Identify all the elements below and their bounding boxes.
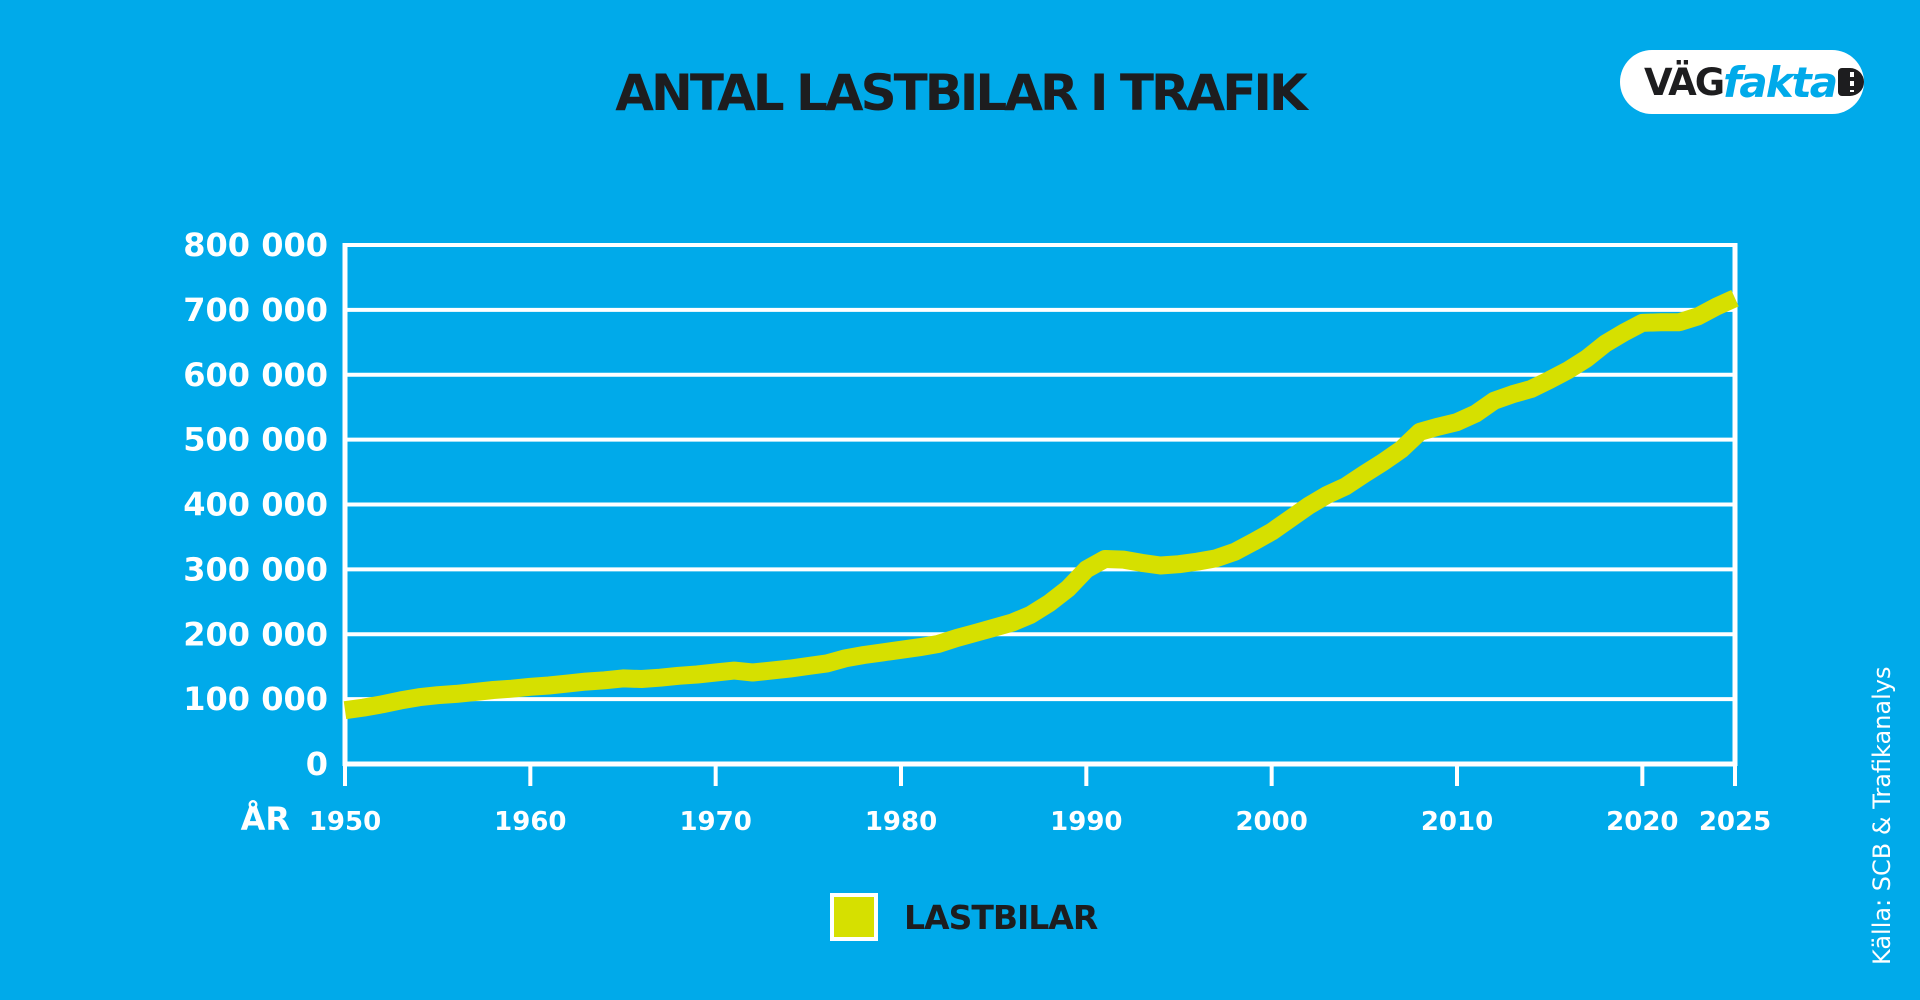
y-tick-label: 100 000: [183, 680, 328, 718]
y-tick-label: 800 000: [183, 226, 328, 264]
chart-title: ANTAL LASTBILAR I TRAFIK: [615, 64, 1307, 122]
y-tick-label: 0: [306, 745, 328, 783]
x-tick-label: 1970: [679, 807, 751, 837]
legend-label-lastbilar: LASTBILAR: [904, 897, 1098, 937]
x-tick-label: 2000: [1235, 807, 1307, 837]
x-tick-label: 1950: [309, 807, 381, 837]
logo-text-vag: VÄG: [1644, 60, 1725, 104]
tick-labels: 0 100 000 200 000 300 000 400 000 500 000 600 …: [183, 226, 1771, 838]
x-tick-label: 2020: [1606, 807, 1678, 837]
x-tick-label: 2025: [1699, 807, 1771, 837]
grid-lines: [345, 243, 1735, 702]
x-tick-label: 1980: [865, 807, 937, 837]
y-tick-label: 400 000: [183, 486, 328, 524]
chart-legend: LASTBILAR: [830, 893, 1098, 941]
road-icon: [1838, 68, 1864, 96]
y-tick-label: 300 000: [183, 550, 328, 588]
x-tick-label: 1960: [494, 807, 566, 837]
legend-swatch-lastbilar: [830, 893, 878, 941]
y-tick-label: 200 000: [183, 615, 328, 653]
y-tick-label: 500 000: [183, 421, 328, 459]
x-tick-label: 1990: [1050, 807, 1122, 837]
vagfakta-logo: VÄG fakta: [1620, 50, 1864, 114]
x-axis-label: ÅR: [241, 800, 290, 838]
source-note: Källa: SCB & Trafikanalys: [1868, 666, 1896, 965]
series-lines: [343, 290, 1739, 720]
y-tick-label: 600 000: [183, 356, 328, 394]
logo-text-fakta: fakta: [1723, 57, 1838, 107]
y-tick-label: 700 000: [183, 291, 328, 329]
series-line-lastbilar: [343, 290, 1739, 720]
chart-axes: [342, 243, 1738, 786]
x-tick-label: 2010: [1421, 807, 1493, 837]
